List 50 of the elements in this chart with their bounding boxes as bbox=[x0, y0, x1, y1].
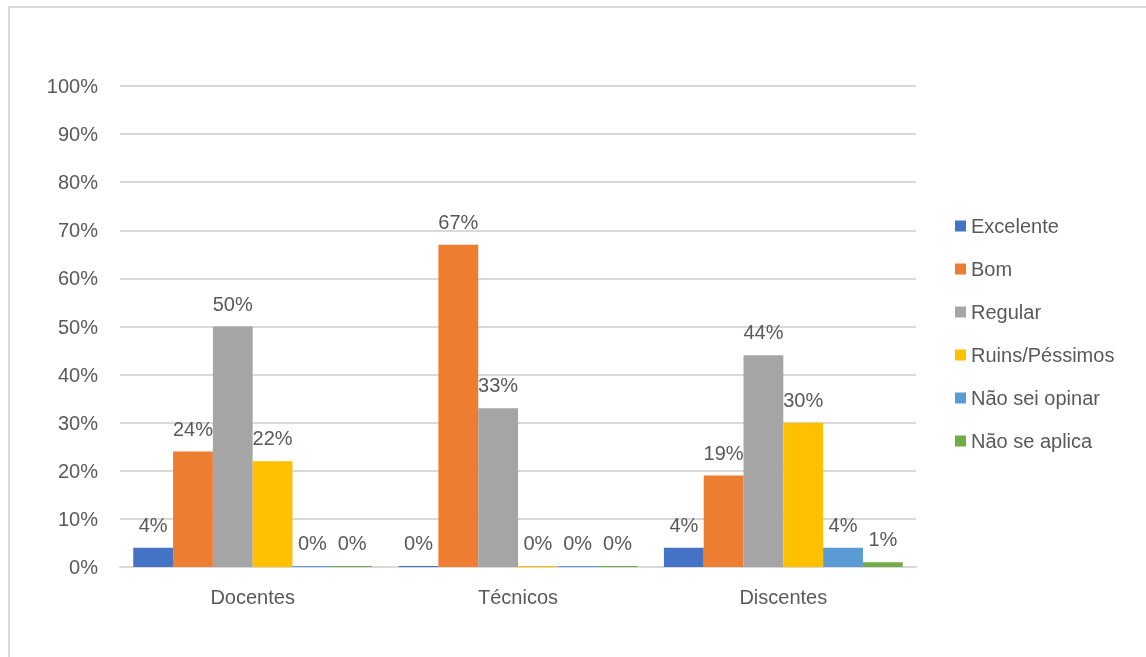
y-tick-label: 0% bbox=[69, 556, 99, 578]
legend-label: Não sei opinar bbox=[971, 387, 1101, 409]
y-tick-label: 80% bbox=[57, 171, 99, 194]
x-tick-label: Discentes bbox=[739, 586, 828, 608]
y-tick-label: 30% bbox=[57, 411, 99, 434]
data-label: 67% bbox=[438, 210, 479, 233]
y-tick-label: 70% bbox=[57, 219, 99, 242]
y-tick-label: 60% bbox=[57, 267, 99, 290]
data-label: 19% bbox=[703, 441, 744, 464]
data-label: 0% bbox=[337, 532, 367, 554]
x-tick-label: Técnicos bbox=[477, 586, 559, 608]
y-tick-label: 40% bbox=[57, 363, 99, 386]
bar bbox=[478, 408, 518, 567]
bar bbox=[212, 326, 253, 567]
bar bbox=[173, 451, 213, 567]
bar bbox=[862, 562, 903, 567]
data-label: 0% bbox=[603, 532, 633, 554]
bar bbox=[783, 422, 824, 567]
bar bbox=[823, 547, 863, 567]
legend-label: Bom bbox=[971, 258, 1013, 280]
data-label: 30% bbox=[783, 388, 824, 411]
data-label: 0% bbox=[404, 532, 434, 554]
bar bbox=[663, 547, 704, 567]
data-label: 4% bbox=[138, 513, 168, 536]
bar bbox=[438, 244, 479, 567]
y-tick-label: 90% bbox=[57, 123, 99, 146]
legend-label: Não se aplica bbox=[971, 430, 1094, 452]
y-tick-label: 50% bbox=[57, 315, 99, 338]
y-tick-label: 20% bbox=[57, 459, 99, 482]
data-label: 22% bbox=[252, 427, 293, 450]
legend-label: Regular bbox=[971, 301, 1042, 323]
data-label: 44% bbox=[743, 321, 784, 344]
data-label: 33% bbox=[478, 374, 519, 397]
y-tick-label: 100% bbox=[46, 75, 99, 97]
bar bbox=[133, 547, 174, 567]
data-label: 50% bbox=[212, 292, 253, 315]
data-label: 0% bbox=[297, 532, 328, 554]
legend-label: Excelente bbox=[971, 215, 1059, 237]
x-tick-label: Docentes bbox=[210, 586, 295, 608]
legend-label: Ruins/Péssimos bbox=[971, 344, 1115, 366]
bar bbox=[252, 461, 293, 567]
bar bbox=[743, 355, 784, 567]
data-label: 0% bbox=[563, 532, 593, 554]
data-label: 24% bbox=[172, 417, 214, 440]
bar bbox=[703, 475, 744, 567]
data-label: 1% bbox=[868, 528, 898, 551]
y-tick-label: 10% bbox=[57, 507, 99, 530]
data-label: 4% bbox=[828, 513, 858, 536]
data-label: 4% bbox=[669, 513, 699, 536]
data-label: 0% bbox=[523, 532, 553, 554]
